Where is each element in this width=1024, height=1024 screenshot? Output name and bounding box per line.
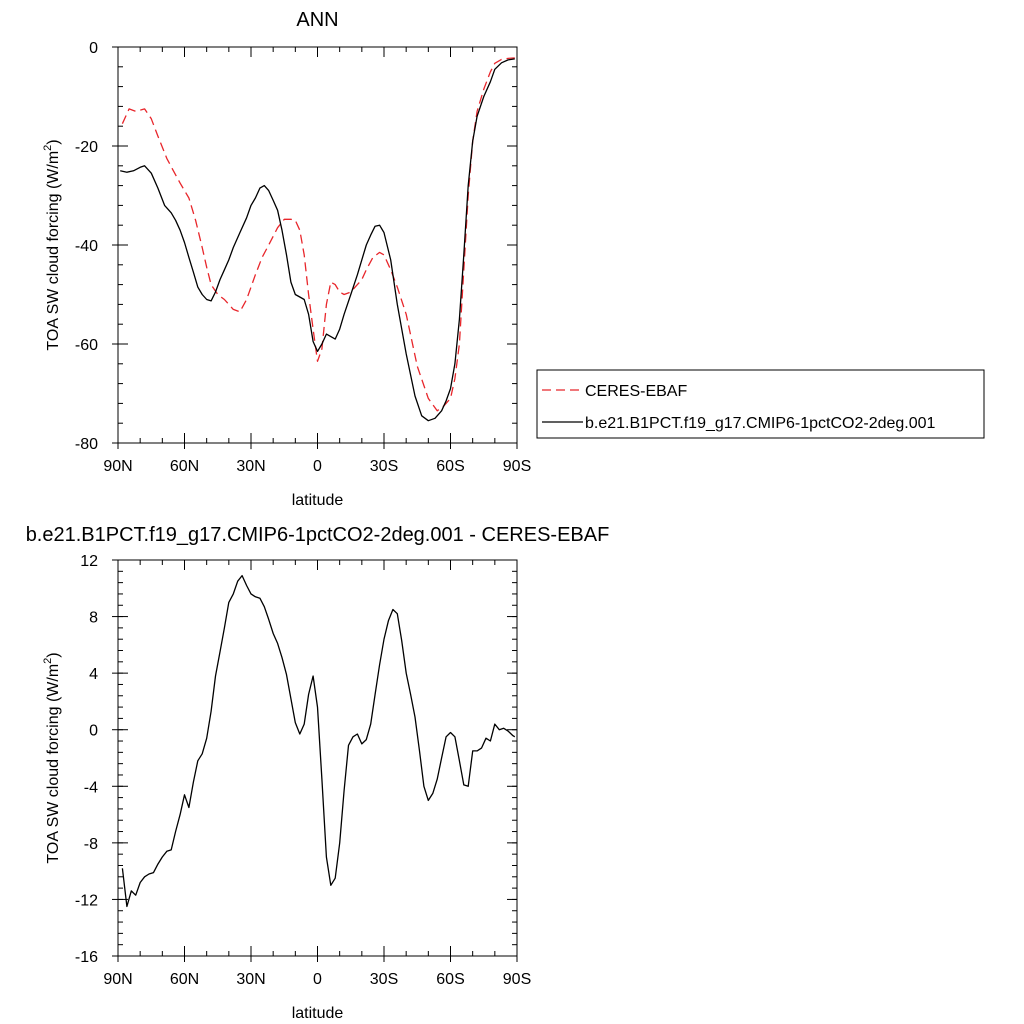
y-tick-label: -8 [84, 836, 98, 853]
x-tick-label: 60S [436, 971, 464, 988]
y-axis-label-end: ) [45, 139, 62, 144]
y-tick-label: -12 [75, 892, 98, 909]
y-tick-label: 12 [80, 553, 98, 570]
legend-box [536, 369, 985, 439]
y-axis-label: TOA SW cloud forcing (W/m2) [42, 139, 62, 350]
x-tick-label: 0 [313, 458, 322, 475]
x-tick-label: 90S [503, 458, 531, 475]
x-tick-label: 60N [170, 971, 199, 988]
x-tick-label: 0 [313, 971, 322, 988]
x-tick-label: 90N [103, 971, 132, 988]
y-axis-label-sup: 2 [42, 145, 54, 151]
y-axis-label-sup: 2 [42, 658, 54, 664]
x-tick-label: 30S [370, 458, 398, 475]
chart-title: b.e21.B1PCT.f19_g17.CMIP6-1pctCO2-2deg.0… [26, 524, 610, 546]
bottom-panel: b.e21.B1PCT.f19_g17.CMIP6-1pctCO2-2deg.0… [26, 524, 610, 1022]
y-tick-label: 4 [89, 666, 98, 683]
x-tick-label: 60N [170, 458, 199, 475]
y-axis-label: TOA SW cloud forcing (W/m2) [42, 652, 62, 863]
y-axis-label-end: ) [45, 652, 62, 657]
y-tick-label: -80 [75, 436, 98, 453]
y-tick-label: 0 [89, 723, 98, 740]
y-tick-label: 8 [89, 610, 98, 627]
y-tick-label: -20 [75, 139, 98, 156]
y-axis-label-main: TOA SW cloud forcing (W/m [45, 151, 62, 351]
x-tick-label: 30N [236, 458, 265, 475]
x-tick-label: 90S [503, 971, 531, 988]
top-panel: ANN 0 -20 -40 -60 -80 90N 60N 30N 0 30S 60S 90S latit… [42, 9, 985, 509]
legend-label-0: CERES-EBAF [585, 383, 687, 400]
series-line-0 [121, 574, 516, 908]
plot-frame [117, 46, 518, 444]
y-tick-label: -40 [75, 238, 98, 255]
x-tick-label: 30S [370, 971, 398, 988]
y-tick-label: -16 [75, 949, 98, 966]
plot-frame [117, 559, 518, 957]
legend-label-1: b.e21.B1PCT.f19_g17.CMIP6-1pctCO2-2deg.0… [585, 415, 936, 432]
series-line-1 [120, 58, 515, 422]
series-line-0 [121, 57, 515, 412]
y-tick-label: -60 [75, 337, 98, 354]
y-tick-label: 0 [89, 40, 98, 57]
y-axis-label-main: TOA SW cloud forcing (W/m [45, 664, 62, 864]
x-tick-label: 30N [236, 971, 265, 988]
chart-title: ANN [296, 9, 338, 31]
x-axis-label: latitude [292, 1005, 344, 1022]
x-tick-label: 60S [436, 458, 464, 475]
y-tick-label: -4 [84, 779, 98, 796]
x-tick-label: 90N [103, 458, 132, 475]
x-axis-label: latitude [292, 492, 344, 509]
